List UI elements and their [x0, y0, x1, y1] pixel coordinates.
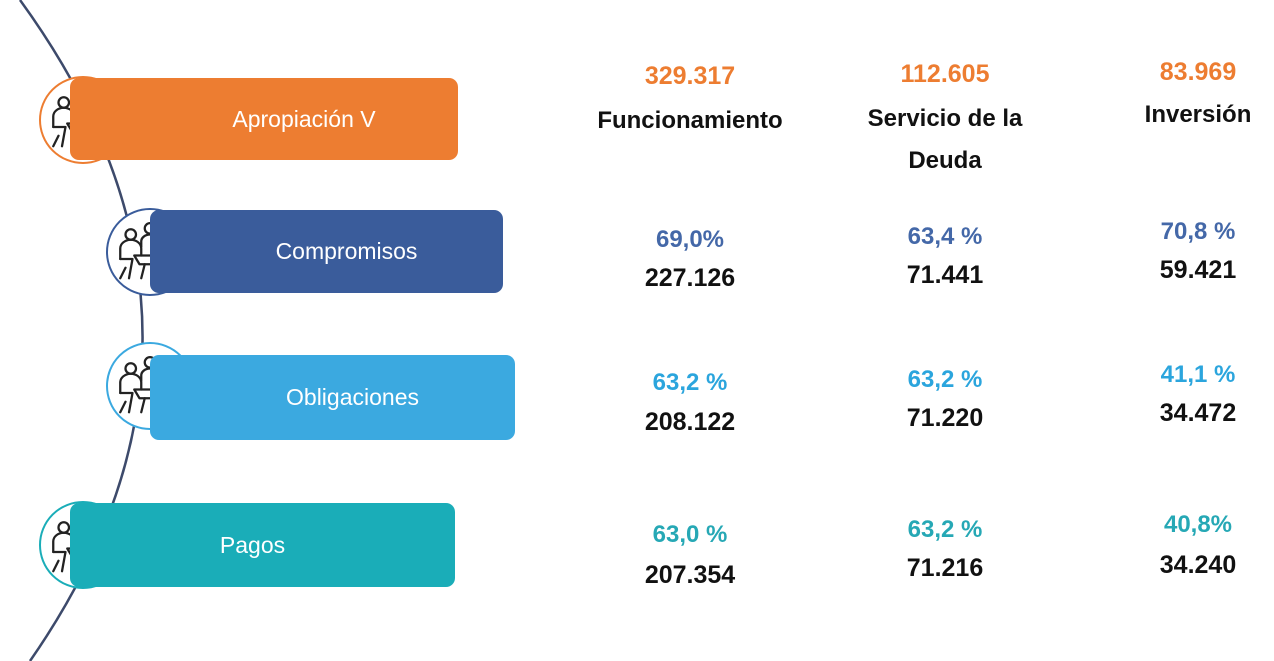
amount: 34.240 [1159, 551, 1237, 579]
column-name: Servicio de la Deuda [867, 105, 1023, 174]
stage-label: Compromisos [275, 238, 418, 264]
amount: 208.122 [644, 408, 736, 436]
stage-label: Obligaciones [286, 384, 419, 410]
amount: 34.472 [1159, 399, 1237, 427]
percent: 63,2 % [907, 516, 983, 543]
amount: 207.354 [644, 561, 736, 589]
percent: 40,8% [1163, 511, 1233, 538]
column-total: 112.605 [900, 60, 990, 88]
percent: 69,0% [655, 226, 725, 253]
percent: 41,1 % [1160, 361, 1236, 388]
percent: 63,2 % [652, 369, 728, 396]
stage-bar: Compromisos [150, 210, 503, 293]
percent: 63,4 % [907, 223, 983, 250]
amount: 71.220 [906, 404, 984, 432]
column-name: Inversión [1144, 101, 1252, 128]
amount: 71.441 [906, 261, 984, 289]
column-total: 329.317 [644, 62, 736, 90]
stage-label: Pagos [219, 531, 286, 558]
percent: 70,8 % [1160, 218, 1236, 245]
column-total: 83.969 [1159, 58, 1237, 86]
percent: 63,0 % [652, 521, 728, 548]
stage-label: Apropiación V [232, 105, 376, 132]
stage-bar: Obligaciones [150, 355, 515, 440]
amount: 59.421 [1159, 256, 1237, 284]
column-name: Funcionamiento [597, 107, 783, 134]
percent: 63,2 % [907, 366, 983, 393]
amount: 227.126 [644, 264, 736, 292]
stage-bar: Pagos [70, 503, 455, 587]
stage-bar: Apropiación V [70, 78, 458, 160]
amount: 71.216 [906, 554, 984, 582]
